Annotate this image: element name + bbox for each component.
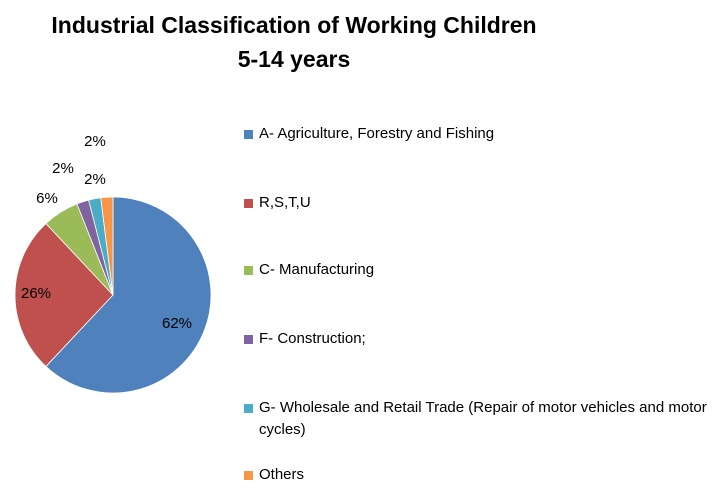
legend-swatch	[244, 471, 253, 480]
legend-item-manufacturing: C- Manufacturing	[244, 259, 374, 281]
legend-item-wholesale: G- Wholesale and Retail Trade (Repair of…	[244, 397, 714, 441]
data-label-1: 26%	[21, 285, 51, 302]
legend-item-rstu: R,S,T,U	[244, 192, 311, 214]
legend-item-agriculture: A- Agriculture, Forestry and Fishing	[244, 123, 494, 145]
legend-swatch	[244, 404, 253, 413]
data-label-0: 62%	[162, 315, 192, 332]
legend-swatch	[244, 266, 253, 275]
pie-slice-5	[100, 196, 114, 296]
pie-slice-1	[14, 222, 114, 368]
legend-swatch	[244, 199, 253, 208]
legend-label: R,S,T,U	[259, 194, 311, 211]
legend-item-construction: F- Construction;	[244, 328, 366, 350]
legend-label: A- Agriculture, Forestry and Fishing	[259, 125, 495, 142]
chart-subtitle: 5-14 years	[237, 46, 351, 72]
data-label-5: 2%	[84, 133, 106, 150]
legend-label: Others	[259, 466, 305, 483]
data-label-3: 2%	[52, 160, 74, 177]
pie-slice-0	[45, 196, 212, 394]
legend-label: F- Construction;	[259, 330, 366, 347]
data-label-4: 2%	[84, 171, 106, 188]
legend-item-others: Others	[244, 464, 304, 486]
legend-label: G- Wholesale and Retail Trade (Repair of…	[259, 399, 707, 438]
data-label-2: 6%	[36, 190, 58, 207]
chart-title-line: Industrial Classification of Working Chi…	[51, 12, 537, 38]
legend-label: C- Manufacturing	[259, 261, 375, 278]
legend-swatch	[244, 335, 253, 344]
legend-swatch	[244, 130, 253, 139]
chart-title: Industrial Classification of Working Chi…	[0, 8, 723, 76]
